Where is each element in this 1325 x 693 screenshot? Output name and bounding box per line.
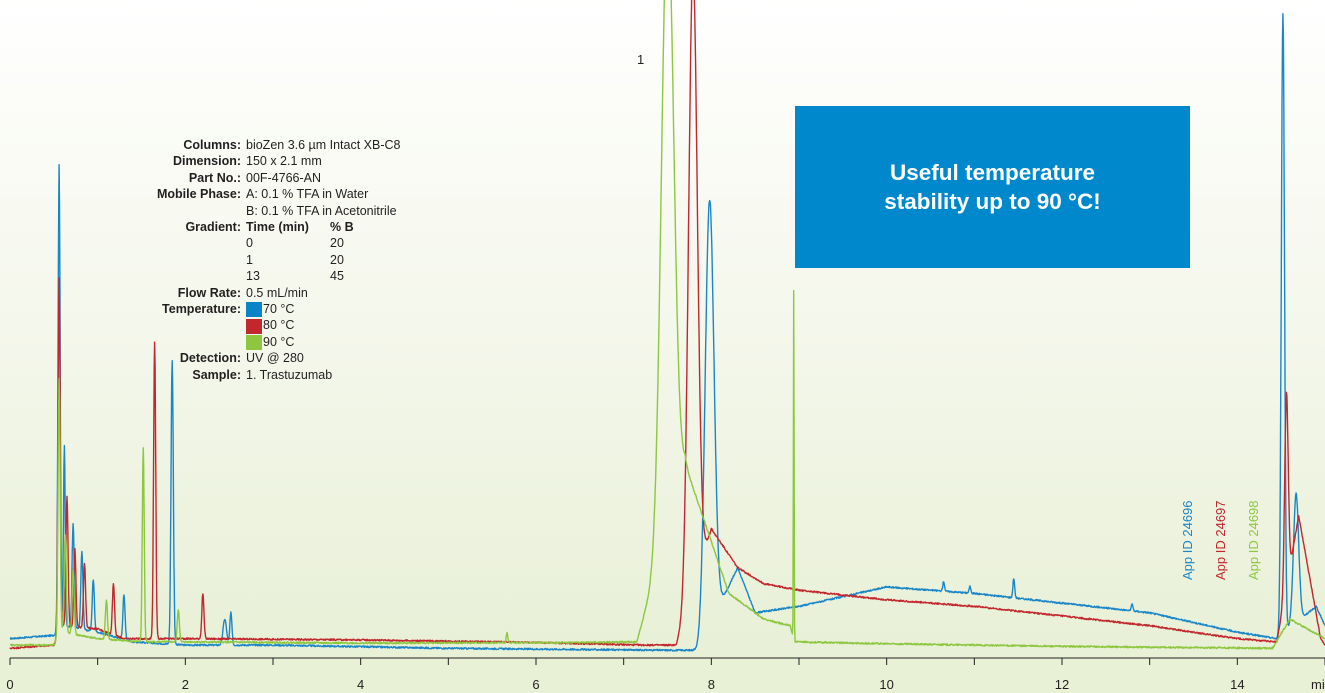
x-axis: 0 2 4 6 8 10 12 14 min (6, 658, 1325, 692)
gradient-header-b: % B (330, 220, 354, 235)
mobile-phase-values: A: 0.1 % TFA in Water B: 0.1 % TFA in Ac… (246, 186, 397, 219)
method-conditions: Columns: bioZen 3.6 µm Intact XB-C8 Dime… (100, 137, 401, 383)
peak-label: 1 (637, 52, 644, 67)
series-layer (9, 0, 1325, 652)
legend-item-80c: 80 °C (246, 317, 295, 334)
partno-value: 00F-4766-AN (246, 170, 322, 185)
gradient-percent-b: 45 (330, 269, 344, 284)
flow-rate-row: Flow Rate: 0.5 mL/min (100, 285, 401, 301)
detection-value: UV @ 280 (246, 351, 304, 366)
mobile-phase-a: A: 0.1 % TFA in Water (246, 187, 369, 202)
mobile-phase-row: Mobile Phase: A: 0.1 % TFA in Water B: 0… (100, 186, 401, 219)
gradient-row: Gradient: Time (min) % B 0 20 1 20 13 45 (100, 219, 401, 285)
gradient-table: Time (min) % B 0 20 1 20 13 45 (246, 219, 354, 285)
legend-item-70c: 70 °C (246, 301, 295, 318)
legend-label-80c: 80 °C (263, 318, 295, 333)
callout-text: Useful temperature stability up to 90 °C… (884, 158, 1101, 216)
flow-rate-value: 0.5 mL/min (246, 285, 308, 300)
legend-swatch-80c (246, 318, 262, 334)
columns-row: Columns: bioZen 3.6 µm Intact XB-C8 (100, 137, 401, 153)
x-tick-label: 6 (532, 677, 539, 692)
legend-swatch-70c (246, 302, 262, 318)
temperature-legend: 70 °C 80 °C 90 °C (246, 301, 295, 351)
legend-item-90c: 90 °C (246, 334, 295, 351)
gradient-time: 13 (246, 269, 260, 284)
legend-label-90c: 90 °C (263, 334, 295, 349)
app-id-24698: App ID 24698 (1246, 500, 1261, 580)
gradient-table-row: 0 20 (246, 235, 354, 251)
legend-swatch-90c (246, 335, 262, 351)
app-id-24697: App ID 24697 (1213, 500, 1228, 580)
x-tick-label: 2 (182, 677, 189, 692)
callout-box: Useful temperature stability up to 90 °C… (795, 106, 1190, 268)
gradient-label: Gradient: (185, 220, 241, 235)
gradient-header-time: Time (min) (246, 220, 309, 235)
series-line-2 (9, 0, 1325, 650)
partno-label: Part No.: (188, 170, 241, 185)
dimension-row: Dimension: 150 x 2.1 mm (100, 153, 401, 169)
columns-value: bioZen 3.6 µm Intact XB-C8 (246, 138, 401, 152)
x-tick-label: 12 (1055, 677, 1069, 692)
detection-row: Detection: UV @ 280 (100, 350, 401, 366)
callout-line-1: Useful temperature (889, 160, 1096, 185)
gradient-time: 0 (246, 236, 253, 251)
x-tick-label: 0 (6, 677, 13, 692)
sample-row: Sample: 1. Trastuzumab (100, 367, 401, 383)
mobile-phase-label: Mobile Phase: (156, 187, 241, 202)
temperature-label: Temperature: (162, 302, 241, 317)
series-line-3 (9, 0, 1325, 650)
gradient-table-row: 1 20 (246, 252, 354, 268)
sample-value: 1. Trastuzumab (246, 367, 333, 382)
gradient-header: Time (min) % B (246, 219, 354, 235)
partno-row: Part No.: 00F-4766-AN (100, 170, 401, 186)
temperature-row: Temperature: 70 °C 80 °C 90 °C (100, 301, 401, 351)
x-tick-label: 14 (1230, 677, 1244, 692)
series-line-1 (9, 13, 1325, 652)
x-axis-label: min (1311, 677, 1325, 692)
dimension-value: 150 x 2.1 mm (246, 154, 322, 169)
x-tick-label: 10 (879, 677, 893, 692)
gradient-percent-b: 20 (330, 252, 344, 267)
dimension-label: Dimension: (172, 154, 241, 169)
detection-label: Detection: (179, 351, 241, 366)
gradient-time: 1 (246, 252, 253, 267)
mobile-phase-b: B: 0.1 % TFA in Acetonitrile (246, 203, 397, 218)
gradient-table-row: 13 45 (246, 268, 354, 284)
legend-label-70c: 70 °C (263, 302, 295, 317)
sample-label: Sample: (192, 367, 241, 382)
x-tick-label: 8 (708, 677, 715, 692)
app-id-24696: App ID 24696 (1180, 500, 1195, 580)
x-tick-label: 4 (357, 677, 364, 692)
columns-label: Columns: (183, 138, 241, 152)
callout-line-2: stability up to 90 °C! (884, 189, 1101, 214)
flow-rate-label: Flow Rate: (177, 285, 241, 300)
gradient-percent-b: 20 (330, 236, 344, 251)
